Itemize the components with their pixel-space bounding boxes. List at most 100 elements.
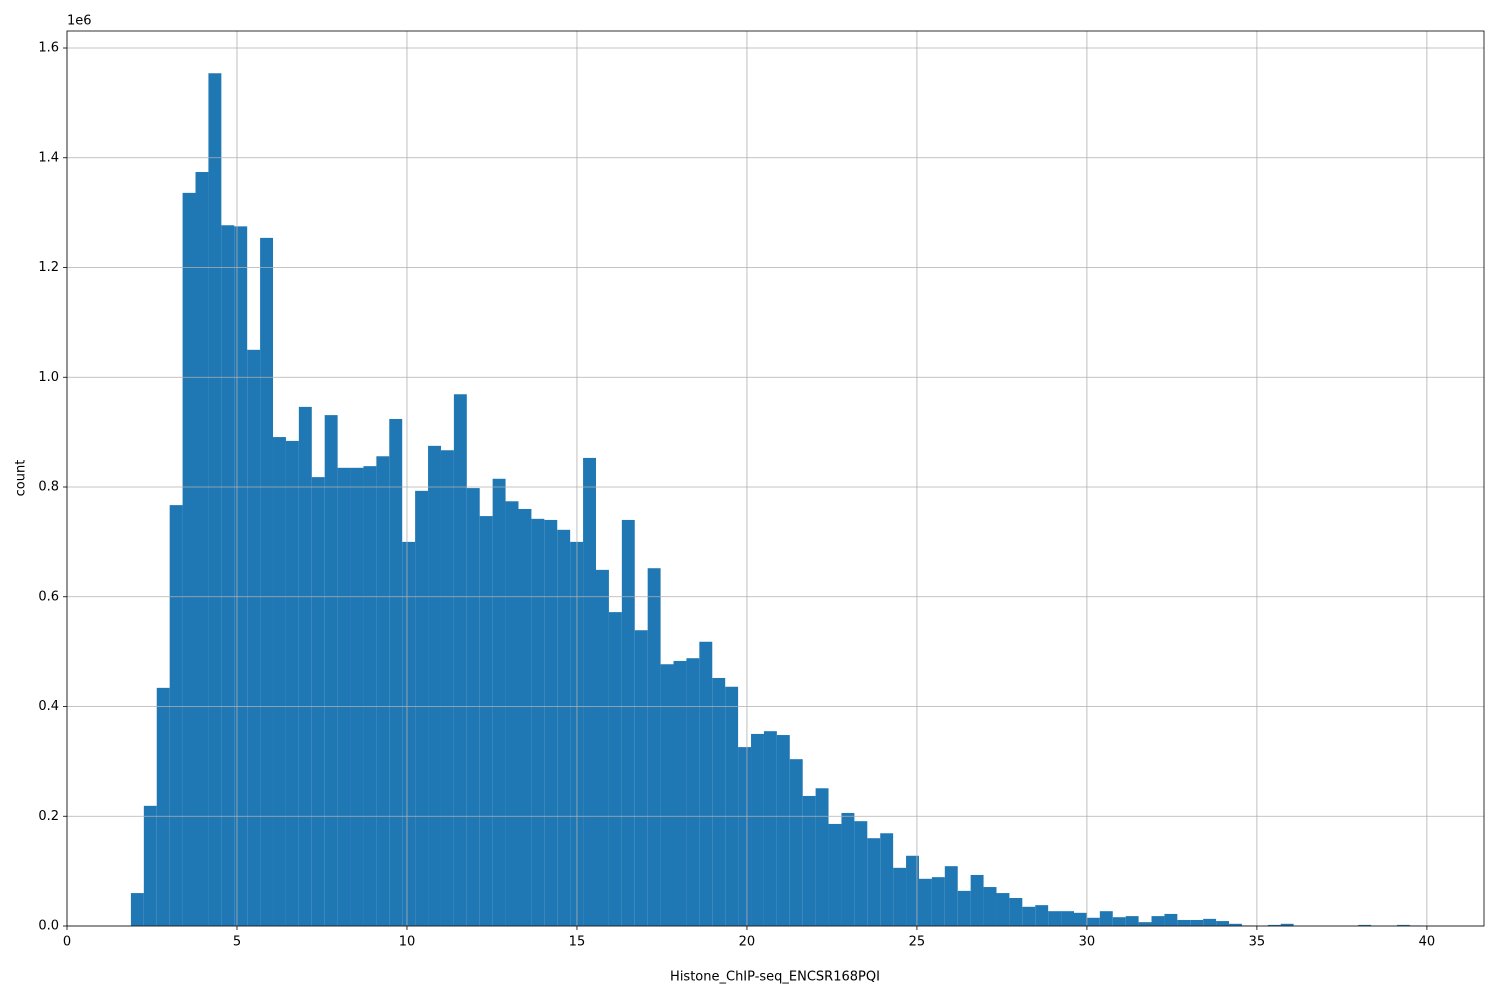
bar bbox=[350, 467, 364, 926]
bar bbox=[983, 887, 997, 926]
bar bbox=[130, 893, 144, 926]
bar bbox=[311, 477, 325, 926]
x-axis-label: Histone_ChIP-seq_ENCSR168PQI bbox=[670, 970, 880, 985]
bar bbox=[479, 516, 493, 926]
bar bbox=[931, 877, 945, 926]
bar bbox=[428, 445, 441, 926]
y-tick-label: 0.0 bbox=[38, 919, 59, 934]
y-tick-label: 1.2 bbox=[38, 260, 59, 275]
bar bbox=[621, 519, 635, 926]
bar bbox=[1125, 916, 1139, 926]
bar bbox=[1358, 924, 1372, 926]
x-tick-label: 0 bbox=[63, 935, 71, 950]
axes-frame bbox=[66, 30, 1485, 927]
bar bbox=[285, 440, 299, 926]
bar bbox=[415, 490, 429, 926]
bar bbox=[453, 394, 467, 926]
bar bbox=[1177, 919, 1191, 926]
bar bbox=[712, 677, 726, 926]
bar bbox=[1138, 922, 1152, 926]
bar bbox=[221, 225, 235, 926]
bar bbox=[1112, 917, 1126, 926]
bar bbox=[389, 418, 403, 926]
bar bbox=[738, 747, 752, 926]
y-tick-label: 0.4 bbox=[38, 699, 59, 714]
bar bbox=[1035, 905, 1049, 926]
bar bbox=[1086, 917, 1100, 926]
x-tick-label: 35 bbox=[1249, 935, 1266, 950]
x-tick-label: 20 bbox=[739, 935, 756, 950]
bar bbox=[854, 821, 868, 926]
y-tick-label: 1.0 bbox=[38, 370, 59, 385]
bar bbox=[402, 541, 416, 926]
bar bbox=[466, 488, 480, 926]
x-tick-label: 40 bbox=[1419, 935, 1436, 950]
bar bbox=[440, 450, 454, 926]
bar bbox=[725, 686, 739, 926]
y-tick-label: 1.4 bbox=[38, 150, 59, 165]
bar bbox=[492, 478, 506, 926]
bar bbox=[195, 172, 209, 926]
bar bbox=[1229, 923, 1242, 926]
bar bbox=[776, 735, 790, 926]
bar bbox=[1099, 911, 1113, 926]
bar bbox=[918, 878, 932, 926]
bar bbox=[156, 687, 170, 926]
bar bbox=[1048, 911, 1062, 926]
y-offset-label: 1e6 bbox=[67, 14, 92, 29]
bar bbox=[970, 874, 984, 926]
bar bbox=[763, 731, 777, 926]
bar bbox=[673, 660, 687, 926]
bar bbox=[1203, 918, 1217, 926]
bar bbox=[531, 518, 545, 926]
bar bbox=[699, 641, 713, 926]
bar bbox=[1164, 913, 1178, 926]
bar bbox=[544, 519, 558, 926]
x-tick-label: 5 bbox=[233, 935, 241, 950]
bar bbox=[608, 612, 622, 926]
bar bbox=[944, 866, 958, 926]
bar bbox=[273, 437, 286, 926]
bar bbox=[1022, 906, 1036, 926]
bar bbox=[841, 812, 855, 926]
bar bbox=[1396, 924, 1410, 926]
bar bbox=[557, 529, 571, 926]
bar bbox=[234, 226, 248, 926]
bar bbox=[518, 508, 532, 926]
bar bbox=[208, 73, 222, 926]
y-tick-label: 0.6 bbox=[38, 589, 59, 604]
bar bbox=[595, 569, 609, 926]
bar bbox=[1151, 916, 1165, 926]
bar bbox=[247, 349, 261, 927]
bar bbox=[337, 467, 351, 926]
x-tick-label: 30 bbox=[1079, 935, 1096, 950]
bar bbox=[1267, 924, 1281, 926]
bar bbox=[893, 867, 907, 926]
bar bbox=[996, 893, 1010, 926]
bar bbox=[634, 630, 648, 926]
bar bbox=[1009, 898, 1023, 926]
bar bbox=[957, 890, 971, 926]
bar bbox=[1216, 921, 1230, 926]
bar bbox=[182, 192, 196, 926]
bar bbox=[1190, 919, 1204, 926]
bar bbox=[802, 795, 816, 926]
bar bbox=[686, 658, 700, 926]
x-tick-label: 10 bbox=[399, 935, 416, 950]
bar bbox=[751, 733, 764, 926]
bar bbox=[789, 759, 803, 926]
y-tick-label: 0.2 bbox=[38, 809, 59, 824]
bar bbox=[324, 415, 338, 926]
plot-area bbox=[66, 31, 1484, 927]
bar bbox=[1061, 911, 1074, 926]
bar bbox=[660, 664, 674, 926]
bar bbox=[880, 833, 894, 926]
bar bbox=[143, 805, 157, 926]
bar bbox=[376, 456, 390, 926]
bar bbox=[647, 568, 661, 926]
bar bbox=[260, 237, 274, 926]
bar bbox=[1280, 923, 1294, 926]
bar bbox=[363, 466, 377, 926]
x-tick-label: 25 bbox=[909, 935, 926, 950]
